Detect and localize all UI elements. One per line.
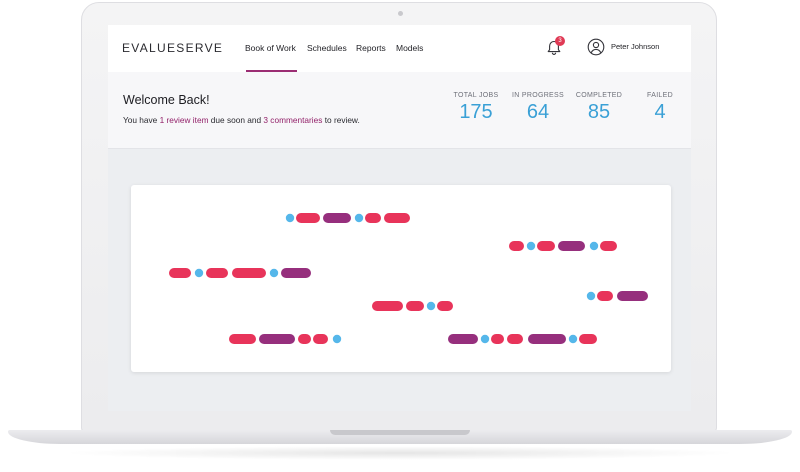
timeline-pill-red <box>600 241 617 251</box>
timeline-pill-red <box>372 301 403 311</box>
stat-total-jobs[interactable]: TOTAL JOBS 175 <box>451 92 501 124</box>
timeline-pill-red <box>507 334 523 344</box>
stat-value: 4 <box>654 101 666 123</box>
timeline-dot <box>586 291 596 301</box>
stat-label: TOTAL JOBS <box>453 92 499 99</box>
timeline-pill-purple <box>617 291 648 301</box>
job-timeline <box>169 213 648 344</box>
timeline-dot <box>480 334 490 344</box>
stat-label: IN PROGRESS <box>512 92 564 99</box>
timeline-pill-red <box>597 291 613 301</box>
stat-in-progress[interactable]: IN PROGRESS 64 <box>511 92 565 124</box>
stat-label: COMPLETED <box>575 92 623 99</box>
timeline-pill-red <box>229 334 256 344</box>
nav-book-of-work[interactable]: Book of Work <box>245 43 296 53</box>
timeline-pill-red <box>491 334 504 344</box>
timeline-dot <box>354 213 364 223</box>
timeline-pill-purple <box>448 334 478 344</box>
timeline-dot <box>568 334 578 344</box>
timeline-pill-red <box>365 213 381 223</box>
timeline-dot <box>194 268 204 278</box>
laptop-shadow <box>60 446 740 460</box>
active-nav-indicator <box>246 70 297 72</box>
stat-completed[interactable]: COMPLETED 85 <box>573 92 625 124</box>
stat-value: 64 <box>526 101 550 123</box>
timeline-card <box>131 185 671 372</box>
timeline-pill-red <box>169 268 191 278</box>
nav-schedules[interactable]: Schedules <box>307 43 347 53</box>
nav-models[interactable]: Models <box>396 43 424 53</box>
timeline-dot <box>269 268 279 278</box>
user-name: Peter Johnson <box>611 42 660 51</box>
stat-value: 175 <box>459 101 493 123</box>
timeline-pill-red <box>406 301 424 311</box>
brand-logo[interactable]: EVALUESERVE <box>122 41 224 55</box>
stat-value: 85 <box>587 101 611 123</box>
timeline-pill-red <box>509 241 524 251</box>
welcome-panel: Welcome Back! You have 1 review item due… <box>108 72 691 149</box>
timeline-dot <box>589 241 599 251</box>
timeline-pill-red <box>232 268 266 278</box>
timeline-pill-red <box>384 213 410 223</box>
timeline-pill-purple <box>281 268 311 278</box>
timeline-dot <box>332 334 342 344</box>
top-navbar: EVALUESERVE Book of Work Schedules Repor… <box>108 25 691 73</box>
welcome-msg-suffix: to review. <box>322 115 360 125</box>
timeline-dot <box>426 301 436 311</box>
welcome-msg-middle: due soon and <box>208 115 264 125</box>
timeline-pill-red <box>537 241 555 251</box>
timeline-pill-purple <box>558 241 585 251</box>
laptop-camera <box>398 11 403 16</box>
timeline-pill-purple <box>323 213 351 223</box>
review-items-link[interactable]: 1 review item <box>159 115 209 125</box>
notification-badge: 3 <box>555 36 565 46</box>
timeline-pill-red <box>298 334 311 344</box>
timeline-pill-red <box>437 301 453 311</box>
welcome-title: Welcome Back! <box>123 93 210 107</box>
app-screen: EVALUESERVE Book of Work Schedules Repor… <box>108 25 691 411</box>
timeline-pill-red <box>313 334 328 344</box>
timeline-pill-red <box>579 334 597 344</box>
timeline-pill-purple <box>528 334 566 344</box>
laptop-base <box>8 430 792 444</box>
timeline-dot <box>285 213 295 223</box>
timeline-pill-red <box>206 268 228 278</box>
timeline-pill-red <box>296 213 320 223</box>
timeline-pill-purple <box>259 334 295 344</box>
user-circle-icon <box>587 38 605 56</box>
nav-reports[interactable]: Reports <box>356 43 386 53</box>
welcome-message: You have 1 review item due soon and 3 co… <box>123 115 360 125</box>
welcome-msg-prefix: You have <box>123 115 160 125</box>
stat-label: FAILED <box>647 92 673 99</box>
laptop-notch <box>330 430 470 435</box>
stat-failed[interactable]: FAILED 4 <box>642 92 678 124</box>
commentaries-link[interactable]: 3 commentaries <box>263 115 323 125</box>
timeline-dot <box>526 241 536 251</box>
